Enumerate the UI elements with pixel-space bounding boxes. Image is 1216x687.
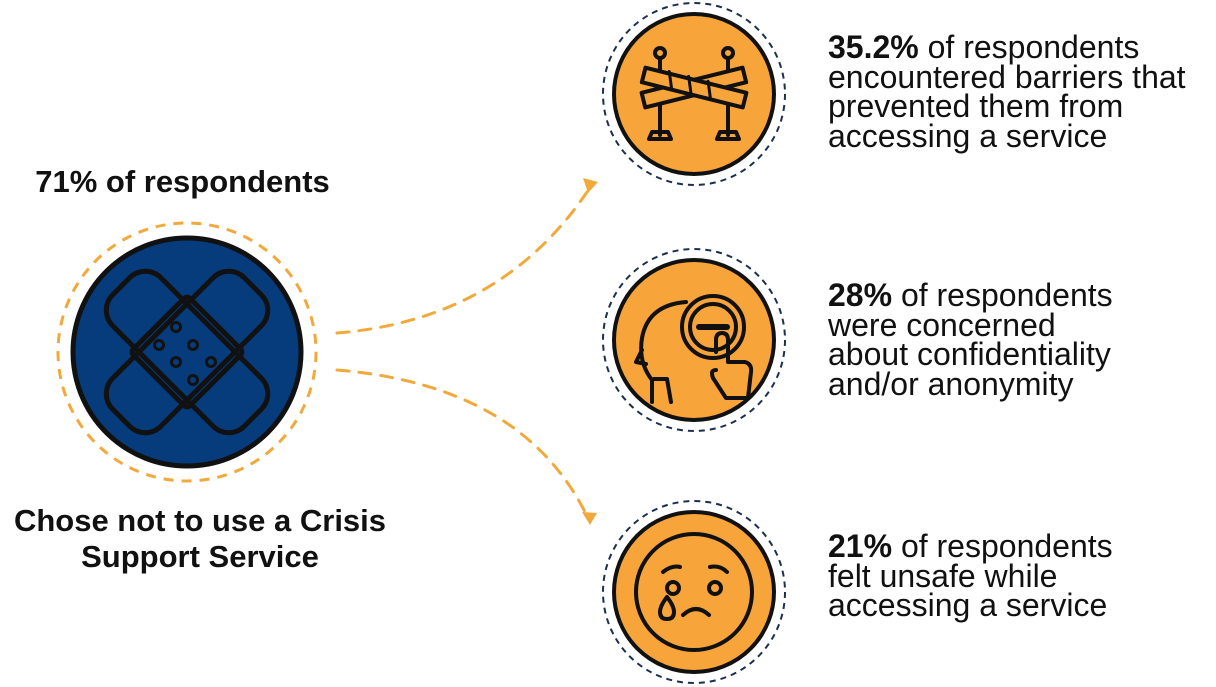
- stat-1-lead: of respondents: [918, 29, 1140, 65]
- stat-1-circle: [602, 2, 786, 186]
- stat-3-circle: [602, 500, 786, 684]
- main-circle: [56, 221, 318, 483]
- stat-3-line: felt unsafe while: [828, 557, 1058, 594]
- bandage-icon: [103, 268, 271, 436]
- barrier-icon: [639, 46, 749, 141]
- stat-1-text: 35.2% of respondents encountered barrier…: [828, 31, 1216, 154]
- stat-1-line: accessing a service: [828, 117, 1108, 154]
- stat-1-line: prevented them from: [828, 88, 1124, 124]
- main-caption-line: Chose not to use a Crisis: [13, 503, 387, 538]
- privacy-icon: [634, 294, 754, 404]
- stat-2-circle: [602, 248, 786, 432]
- stat-2-line: about confidentiality: [828, 336, 1111, 372]
- stat-2-lead: of respondents: [892, 277, 1113, 313]
- stat-2-line: were concerned: [828, 306, 1056, 343]
- main-heading: 71% of respondents: [35, 164, 330, 199]
- main-caption: Chose not to use a Crisis Support Servic…: [0, 503, 400, 575]
- stat-3-text: 21% of respondents felt unsafe while acc…: [828, 530, 1216, 623]
- stat-2-line: and/or anonymity: [828, 365, 1074, 402]
- stat-2-first-line: 28% of respondents: [828, 279, 1216, 311]
- stat-1-line: encountered barriers that: [828, 58, 1186, 95]
- stat-3-line: accessing a service: [828, 587, 1108, 623]
- main-caption-line: Support Service: [81, 539, 319, 574]
- stat-1-first-line: 35.2% of respondents: [828, 31, 1216, 63]
- arrow-to-stat-1: [335, 178, 598, 335]
- stat-3-first-line: 21% of respondents: [828, 530, 1216, 562]
- stat-2-text: 28% of respondents were concerned about …: [828, 279, 1216, 402]
- stat-3-percent: 21%: [828, 528, 893, 564]
- sad-face-icon: [634, 532, 754, 652]
- stat-2-percent: 28%: [828, 277, 893, 313]
- stat-1-percent: 35.2%: [828, 29, 919, 65]
- arrow-to-stat-3: [335, 368, 597, 525]
- stat-3-lead: of respondents: [892, 528, 1113, 564]
